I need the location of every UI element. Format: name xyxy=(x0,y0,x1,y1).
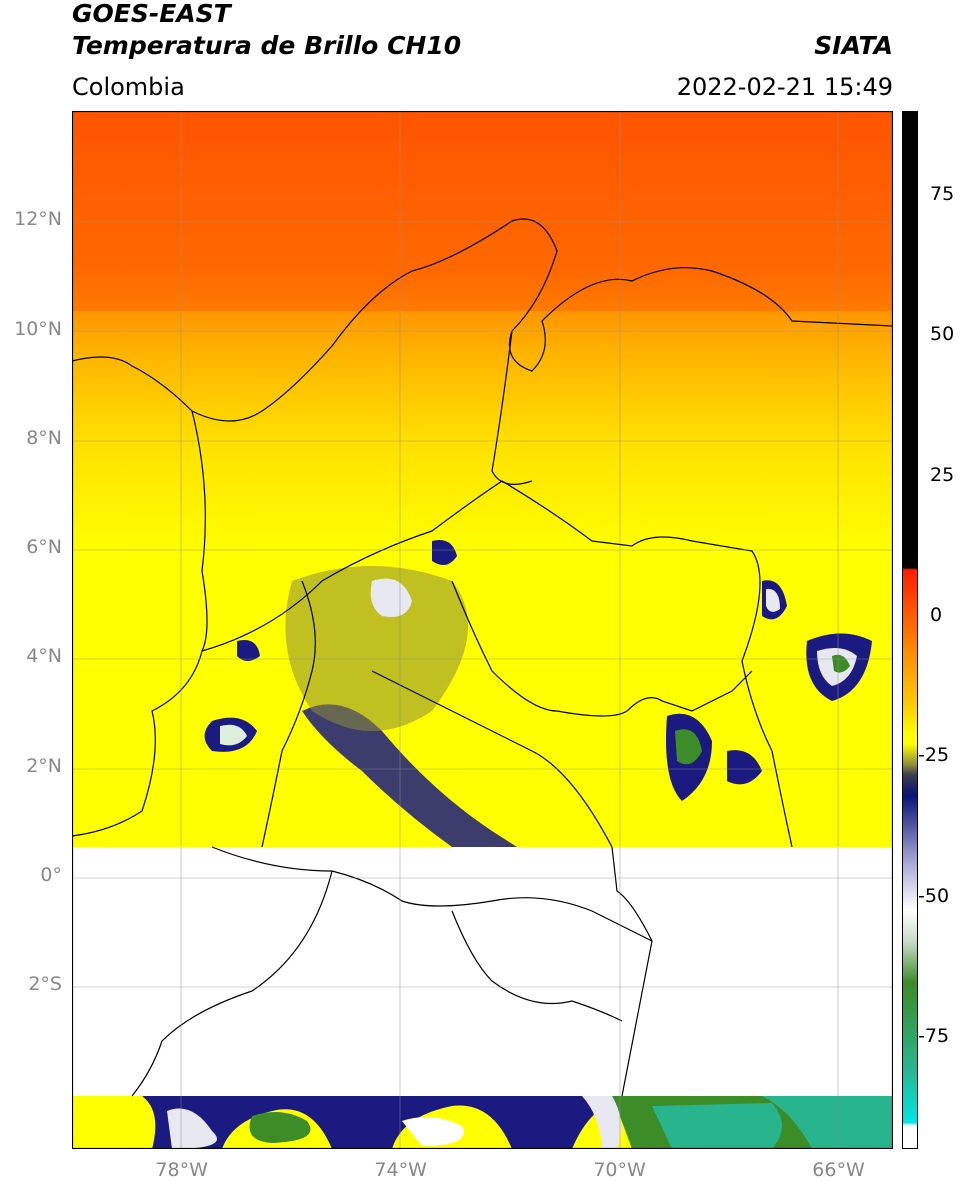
cloud-features xyxy=(204,540,872,847)
lon-tick-label: 66°W xyxy=(812,1159,865,1181)
title-product: Temperatura de Brillo CH10 xyxy=(72,31,462,60)
colorbar xyxy=(902,111,918,1149)
lat-tick-label: 2°S xyxy=(28,973,62,996)
colorbar-tick-label: 50 xyxy=(930,323,955,346)
lat-tick-label: 12°N xyxy=(14,208,62,231)
lower-cloud-field xyxy=(142,1096,893,1149)
upper-data-field xyxy=(72,111,893,847)
lon-tick-label: 70°W xyxy=(593,1159,646,1181)
colorbar-tick-label: 25 xyxy=(930,463,955,486)
brand-label: SIATA xyxy=(814,31,893,60)
lat-tick-label: 8°N xyxy=(26,426,62,449)
datetime-label: 2022-02-21 15:49 xyxy=(676,73,893,101)
title-satellite: GOES-EAST xyxy=(72,0,231,28)
colorbar-tick-label: 75 xyxy=(930,183,955,206)
lat-tick-label: 2°N xyxy=(26,754,62,777)
colorbar-tick-label: -25 xyxy=(918,744,950,767)
temperature-map xyxy=(72,111,893,1149)
colorbar-tick-label: 0 xyxy=(930,603,943,626)
gridlines xyxy=(72,111,893,1149)
lat-tick-label: 10°N xyxy=(14,317,62,340)
lat-tick-label: 4°N xyxy=(26,645,62,668)
lon-tick-label: 78°W xyxy=(155,1159,208,1181)
lat-tick-label: 6°N xyxy=(26,536,62,559)
lon-tick-label: 74°W xyxy=(374,1159,427,1181)
data-gap xyxy=(72,847,893,1096)
colorbar-tick-label: -75 xyxy=(918,1024,950,1047)
lat-tick-label: 0° xyxy=(40,863,62,886)
region-label: Colombia xyxy=(72,73,185,101)
colorbar-tick-label: -50 xyxy=(918,884,950,907)
